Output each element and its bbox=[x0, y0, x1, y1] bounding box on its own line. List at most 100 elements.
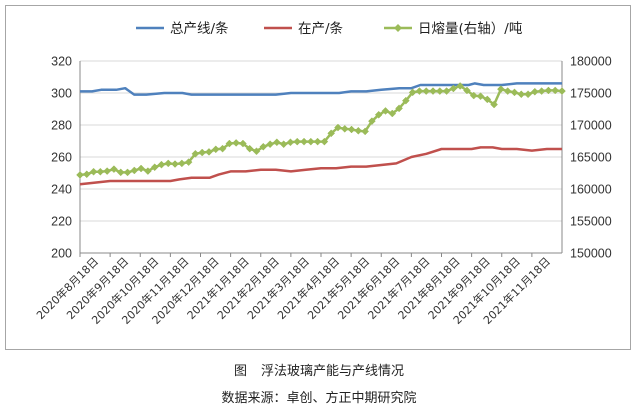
legend-label: 在产/条 bbox=[298, 20, 344, 37]
data-point-marker bbox=[266, 140, 274, 149]
data-point-marker bbox=[558, 87, 566, 95]
left-y-tick-label: 220 bbox=[51, 215, 72, 229]
data-point-marker bbox=[537, 87, 546, 95]
left-y-tick-label: 200 bbox=[51, 247, 72, 261]
data-point-marker bbox=[137, 164, 145, 173]
data-point-marker bbox=[354, 126, 363, 135]
x-tick-labels: 2020年8月18日2020年9月18日2020年10月18日2020年11月1… bbox=[33, 254, 553, 327]
data-point-marker bbox=[510, 88, 519, 97]
data-point-marker bbox=[456, 82, 465, 90]
right-y-tick-label: 160000 bbox=[570, 183, 612, 197]
data-point-marker bbox=[530, 87, 539, 96]
data-point-marker bbox=[123, 168, 132, 177]
data-point-marker bbox=[544, 86, 553, 95]
right-y-tick-label: 165000 bbox=[570, 151, 612, 165]
source-note: 数据来源：卓创、方正中期研究院 bbox=[221, 391, 417, 406]
data-point-marker bbox=[435, 87, 444, 95]
data-point-marker bbox=[422, 87, 431, 95]
data-point-marker bbox=[232, 139, 240, 147]
data-point-marker bbox=[415, 87, 424, 95]
left-y-tick-label: 280 bbox=[51, 119, 72, 133]
data-point-marker bbox=[449, 84, 458, 93]
data-point-marker bbox=[205, 148, 213, 156]
data-point-marker bbox=[476, 92, 485, 101]
data-point-marker bbox=[463, 86, 471, 95]
data-point-marker bbox=[388, 109, 397, 118]
data-point-marker bbox=[503, 87, 512, 95]
data-point-marker bbox=[103, 167, 112, 175]
data-point-marker bbox=[110, 165, 118, 174]
data-point-marker bbox=[300, 137, 308, 146]
data-point-marker bbox=[89, 167, 98, 176]
data-point-marker bbox=[368, 117, 376, 126]
data-point-marker bbox=[306, 137, 315, 146]
data-point-marker bbox=[490, 100, 498, 109]
legend: 总产线/条 在产/条 日熔量(右轴）/吨 bbox=[136, 20, 522, 37]
data-point-marker bbox=[239, 139, 247, 148]
data-point-marker bbox=[259, 142, 268, 151]
right-y-tick-label: 180000 bbox=[570, 55, 612, 69]
left-y-tick-label: 300 bbox=[51, 87, 72, 101]
data-point-marker bbox=[395, 104, 403, 113]
data-point-marker bbox=[313, 137, 322, 146]
data-point-marker bbox=[82, 170, 91, 179]
data-point-marker bbox=[150, 163, 159, 172]
data-point-marker bbox=[218, 144, 227, 153]
data-point-marker bbox=[96, 167, 105, 176]
data-point-marker bbox=[116, 168, 125, 177]
right-y-tick-label: 175000 bbox=[570, 87, 612, 101]
left-y-tick-label: 240 bbox=[51, 183, 72, 197]
data-point-marker bbox=[252, 147, 261, 156]
figure-label: 图 bbox=[233, 364, 247, 379]
data-point-marker bbox=[293, 137, 302, 146]
axes bbox=[79, 61, 563, 257]
left-y-tick-label: 260 bbox=[51, 151, 72, 165]
data-point-marker bbox=[497, 85, 505, 94]
chart-svg: 200 220 240 260 280 300 320 150000 155000 160000… bbox=[33, 20, 612, 327]
right-y-tick-labels: 150000 155000 160000 165000 170000 175000 1800… bbox=[570, 55, 612, 261]
data-point-marker bbox=[157, 160, 166, 169]
data-point-marker bbox=[408, 88, 417, 97]
data-point-marker bbox=[211, 145, 220, 154]
right-y-tick-label: 155000 bbox=[570, 215, 612, 229]
legend-label: 日熔量(右轴）/吨 bbox=[418, 21, 522, 37]
data-point-marker bbox=[347, 125, 356, 134]
left-y-tick-label: 320 bbox=[51, 55, 72, 69]
data-point-marker bbox=[279, 140, 288, 149]
series-markers bbox=[76, 82, 566, 179]
data-point-marker bbox=[374, 110, 383, 119]
data-point-marker bbox=[320, 137, 329, 146]
data-point-marker bbox=[442, 87, 451, 95]
data-point-marker bbox=[402, 96, 410, 105]
data-point-marker bbox=[76, 171, 84, 179]
data-point-marker bbox=[524, 90, 532, 99]
data-point-marker bbox=[198, 148, 207, 157]
data-point-marker bbox=[225, 139, 234, 148]
data-point-marker bbox=[164, 159, 173, 168]
right-y-tick-label: 150000 bbox=[570, 247, 612, 261]
data-point-marker bbox=[517, 90, 526, 99]
data-point-marker bbox=[327, 129, 336, 138]
legend-label: 总产线/条 bbox=[170, 20, 229, 37]
data-point-marker bbox=[381, 107, 390, 115]
data-point-marker bbox=[273, 138, 281, 147]
data-point-marker bbox=[551, 86, 560, 95]
data-point-marker bbox=[144, 167, 152, 175]
data-point-marker bbox=[184, 158, 193, 166]
data-point-marker bbox=[286, 138, 295, 147]
chart-area: 200 220 240 260 280 300 320 150000 155000 160000… bbox=[5, 5, 631, 350]
series-line bbox=[79, 146, 562, 186]
data-point-marker bbox=[191, 149, 200, 158]
data-point-marker bbox=[177, 159, 186, 168]
data-point-marker bbox=[340, 124, 349, 133]
left-y-tick-labels: 200 220 240 260 280 300 320 bbox=[51, 55, 72, 261]
data-point-marker bbox=[130, 166, 139, 175]
figure-caption: 图浮法玻璃产能与产线情况 bbox=[0, 360, 638, 379]
data-point-marker bbox=[429, 87, 437, 95]
data-point-marker bbox=[483, 95, 492, 104]
data-point-marker bbox=[361, 127, 369, 136]
right-y-tick-label: 170000 bbox=[570, 119, 612, 133]
legend-marker bbox=[394, 24, 402, 32]
data-point-marker bbox=[334, 123, 342, 132]
